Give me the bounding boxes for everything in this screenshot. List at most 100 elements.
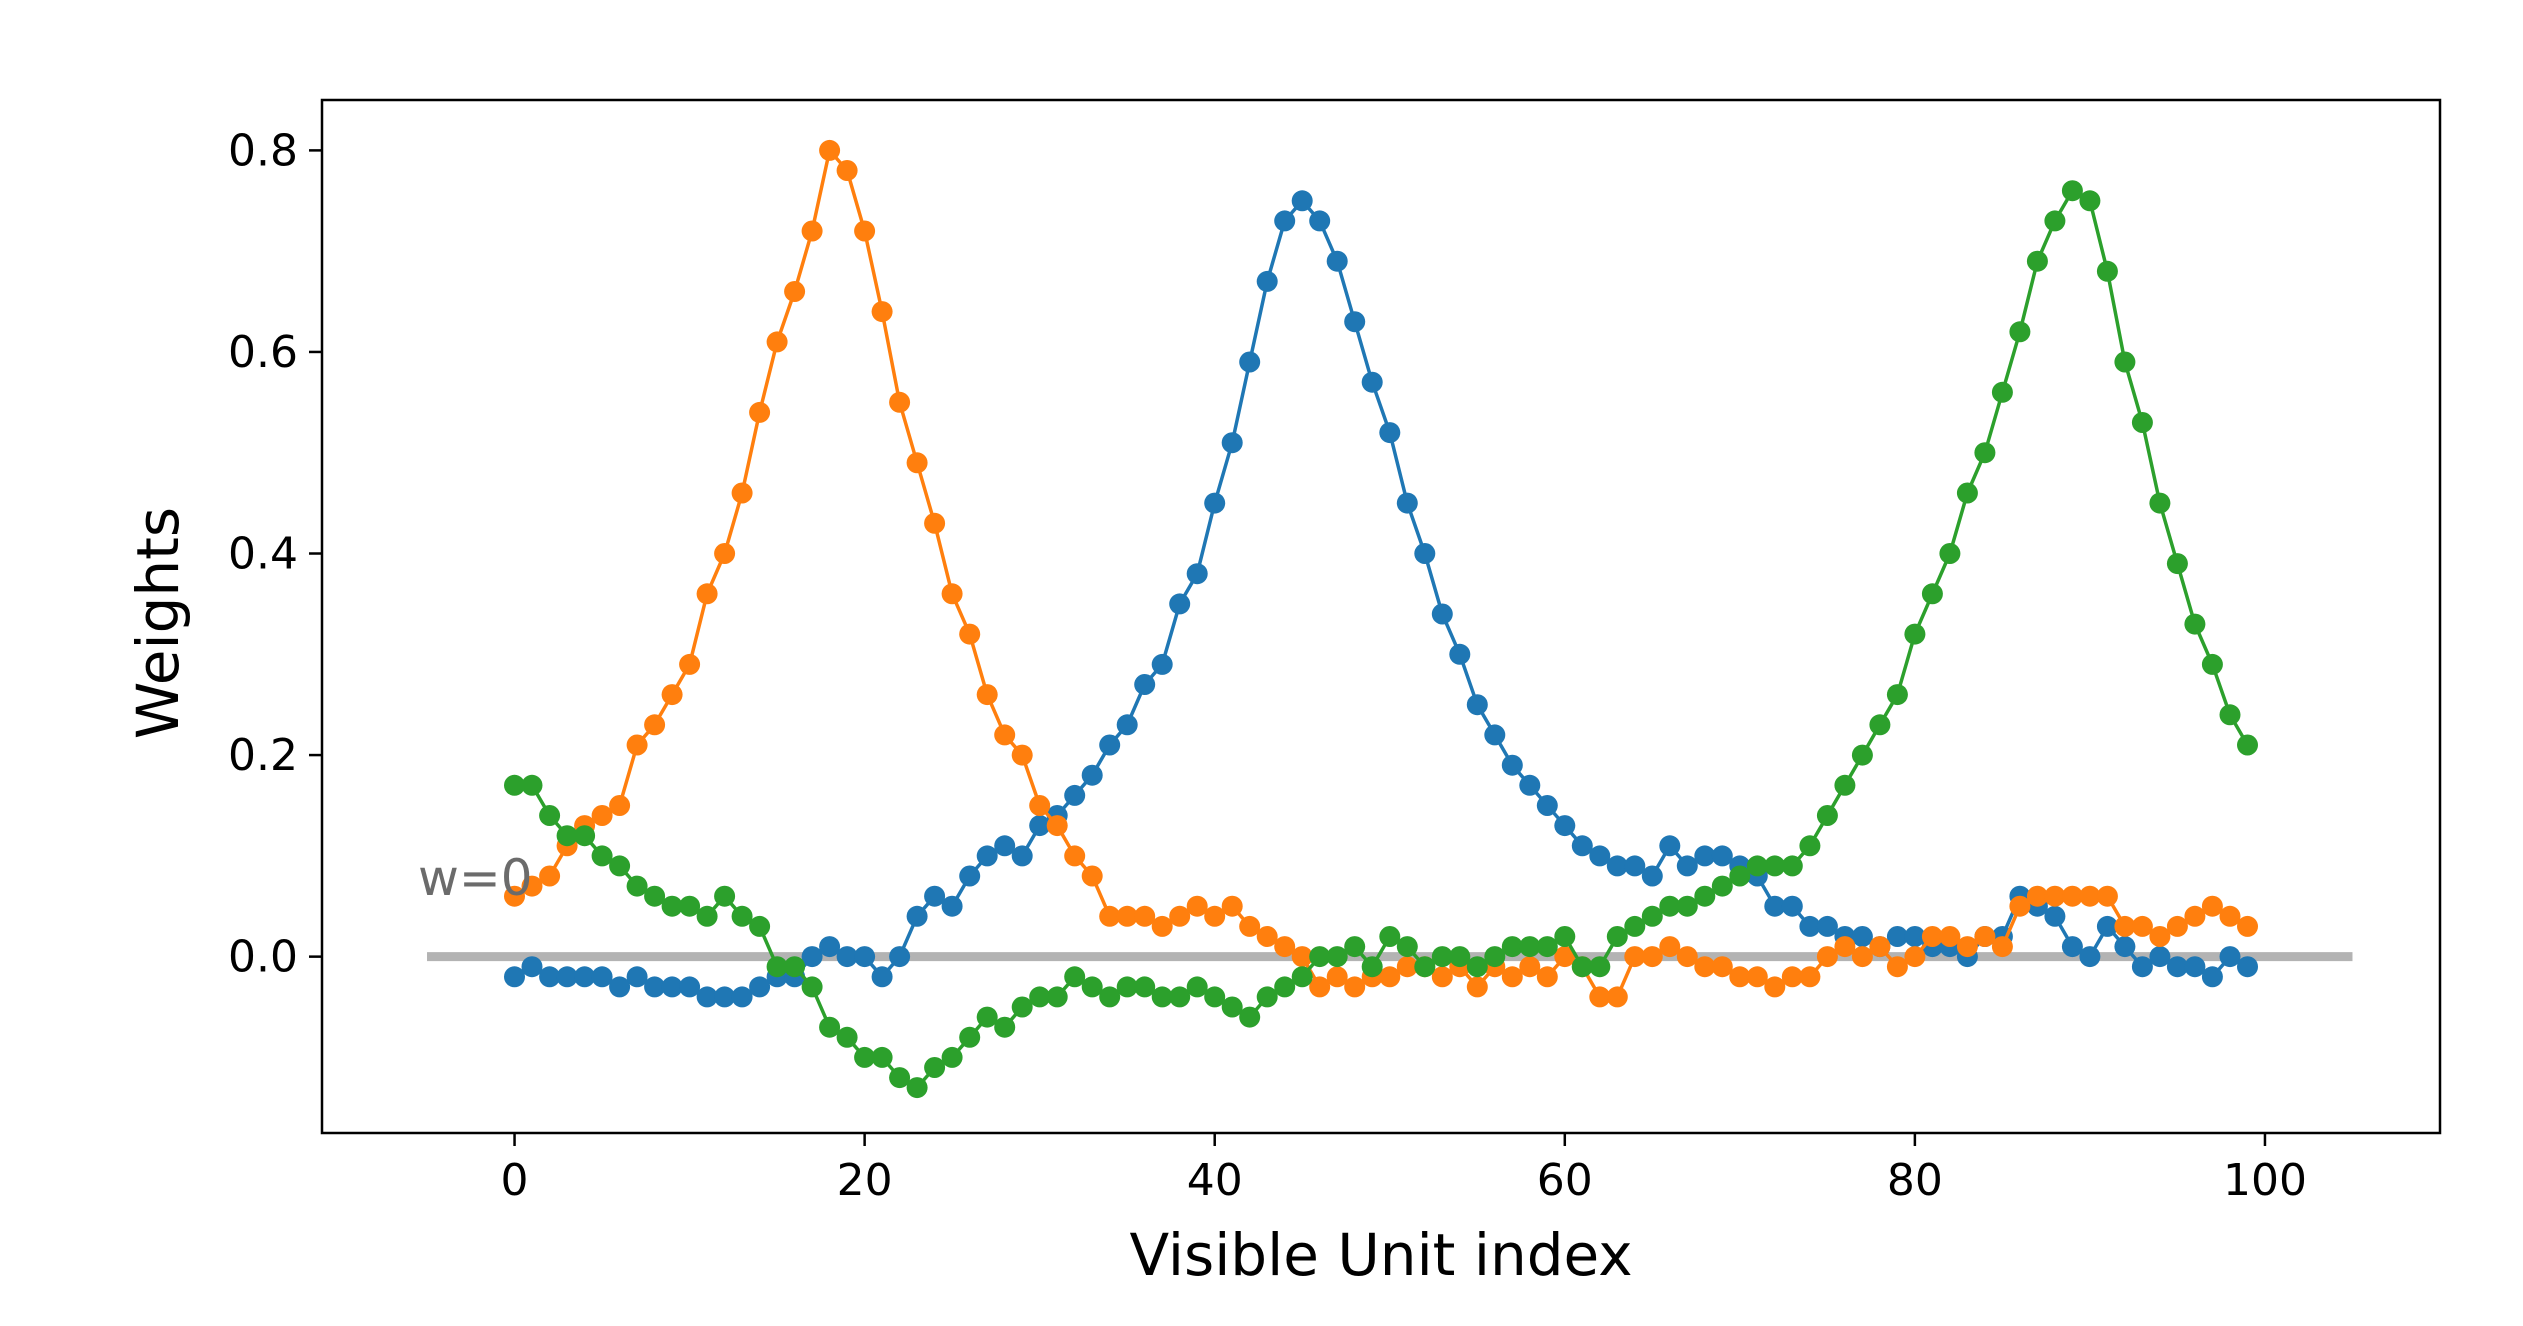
data-point [1029, 815, 1051, 837]
data-point [1186, 563, 1208, 585]
data-point [1186, 895, 1208, 917]
data-point [1466, 976, 1488, 998]
y-axis-title: Weights [124, 507, 192, 739]
data-point [1694, 845, 1716, 867]
data-point [2166, 553, 2188, 575]
data-point [1536, 966, 1558, 988]
x-tick-label: 80 [1887, 1155, 1943, 1206]
data-point [871, 1046, 893, 1068]
data-point [1116, 714, 1138, 736]
data-point [994, 1016, 1016, 1038]
data-point [994, 724, 1016, 746]
data-point [609, 976, 631, 998]
data-point [941, 895, 963, 917]
data-point [1204, 986, 1226, 1008]
data-point [749, 915, 771, 937]
data-point [1781, 895, 1803, 917]
data-point [836, 946, 858, 968]
data-point [1536, 795, 1558, 816]
data-point [819, 1016, 841, 1038]
data-point [1641, 946, 1663, 968]
data-point [539, 865, 561, 887]
data-point [906, 905, 928, 927]
data-point [1326, 250, 1348, 272]
data-point [959, 1026, 981, 1048]
data-point [1589, 845, 1611, 867]
data-point [1256, 270, 1278, 292]
data-point [1799, 835, 1821, 857]
y-tick-label: 0.2 [228, 730, 298, 781]
data-point [801, 220, 823, 242]
data-point [836, 1026, 858, 1048]
data-point [2201, 653, 2223, 675]
data-point [1746, 855, 1768, 877]
data-point [2166, 956, 2188, 978]
data-point [1011, 845, 1033, 867]
data-point [2219, 905, 2241, 927]
data-point [1344, 936, 1366, 958]
data-point [1921, 926, 1943, 947]
data-point [924, 1057, 946, 1078]
data-point [556, 966, 578, 988]
data-point [2044, 885, 2066, 907]
data-point [1326, 966, 1348, 988]
data-point [959, 623, 981, 645]
data-point [2096, 915, 2118, 937]
data-point [574, 825, 596, 847]
x-tick-label: 40 [1187, 1155, 1243, 1206]
data-point [2044, 905, 2066, 927]
data-point [766, 331, 788, 353]
data-point [1396, 492, 1418, 514]
data-point [2149, 492, 2171, 514]
reference-line-label: w=0 [418, 849, 533, 907]
data-point [2009, 895, 2031, 917]
data-point [2079, 885, 2101, 907]
data-point [661, 976, 683, 998]
data-point [1589, 956, 1611, 978]
data-point [1904, 623, 1926, 645]
axis-layer: 0 20 40 60 80 100 0.0 0.2 0.4 0.6 0.8 [228, 125, 2307, 1206]
data-point [2044, 210, 2066, 232]
data-point [731, 905, 753, 927]
data-point [1309, 976, 1331, 998]
data-point [1939, 543, 1961, 564]
data-point [1134, 905, 1156, 927]
data-point [1081, 976, 1103, 998]
data-point [1204, 492, 1226, 514]
data-point [1676, 946, 1698, 968]
data-point [976, 684, 998, 706]
data-point [854, 1046, 876, 1068]
data-point [504, 774, 525, 796]
x-tick-label: 0 [501, 1155, 529, 1206]
data-point [2061, 885, 2083, 907]
data-point [854, 946, 876, 968]
data-point [1956, 936, 1978, 958]
data-point [1729, 865, 1751, 887]
data-point [1466, 694, 1488, 716]
data-point [1414, 543, 1436, 564]
data-point [871, 301, 893, 323]
data-point [1204, 905, 1226, 927]
data-point [2131, 915, 2153, 937]
data-point [1694, 956, 1716, 978]
data-point [521, 875, 543, 897]
data-point [644, 976, 666, 998]
data-point [609, 795, 631, 816]
data-point [1291, 190, 1313, 212]
data-point [749, 401, 771, 423]
data-point [2131, 412, 2153, 433]
data-point [766, 956, 788, 978]
data-point [749, 976, 771, 998]
data-point [1974, 926, 1996, 947]
data-point [1221, 432, 1243, 454]
data-point [959, 865, 981, 887]
data-point [1291, 966, 1313, 988]
data-point [2114, 351, 2136, 373]
data-point [661, 684, 683, 706]
data-point [1011, 996, 1033, 1018]
data-point [1186, 976, 1208, 998]
data-point [1309, 946, 1331, 968]
data-point [539, 966, 561, 988]
data-point [2184, 905, 2206, 927]
data-point [2026, 885, 2048, 907]
